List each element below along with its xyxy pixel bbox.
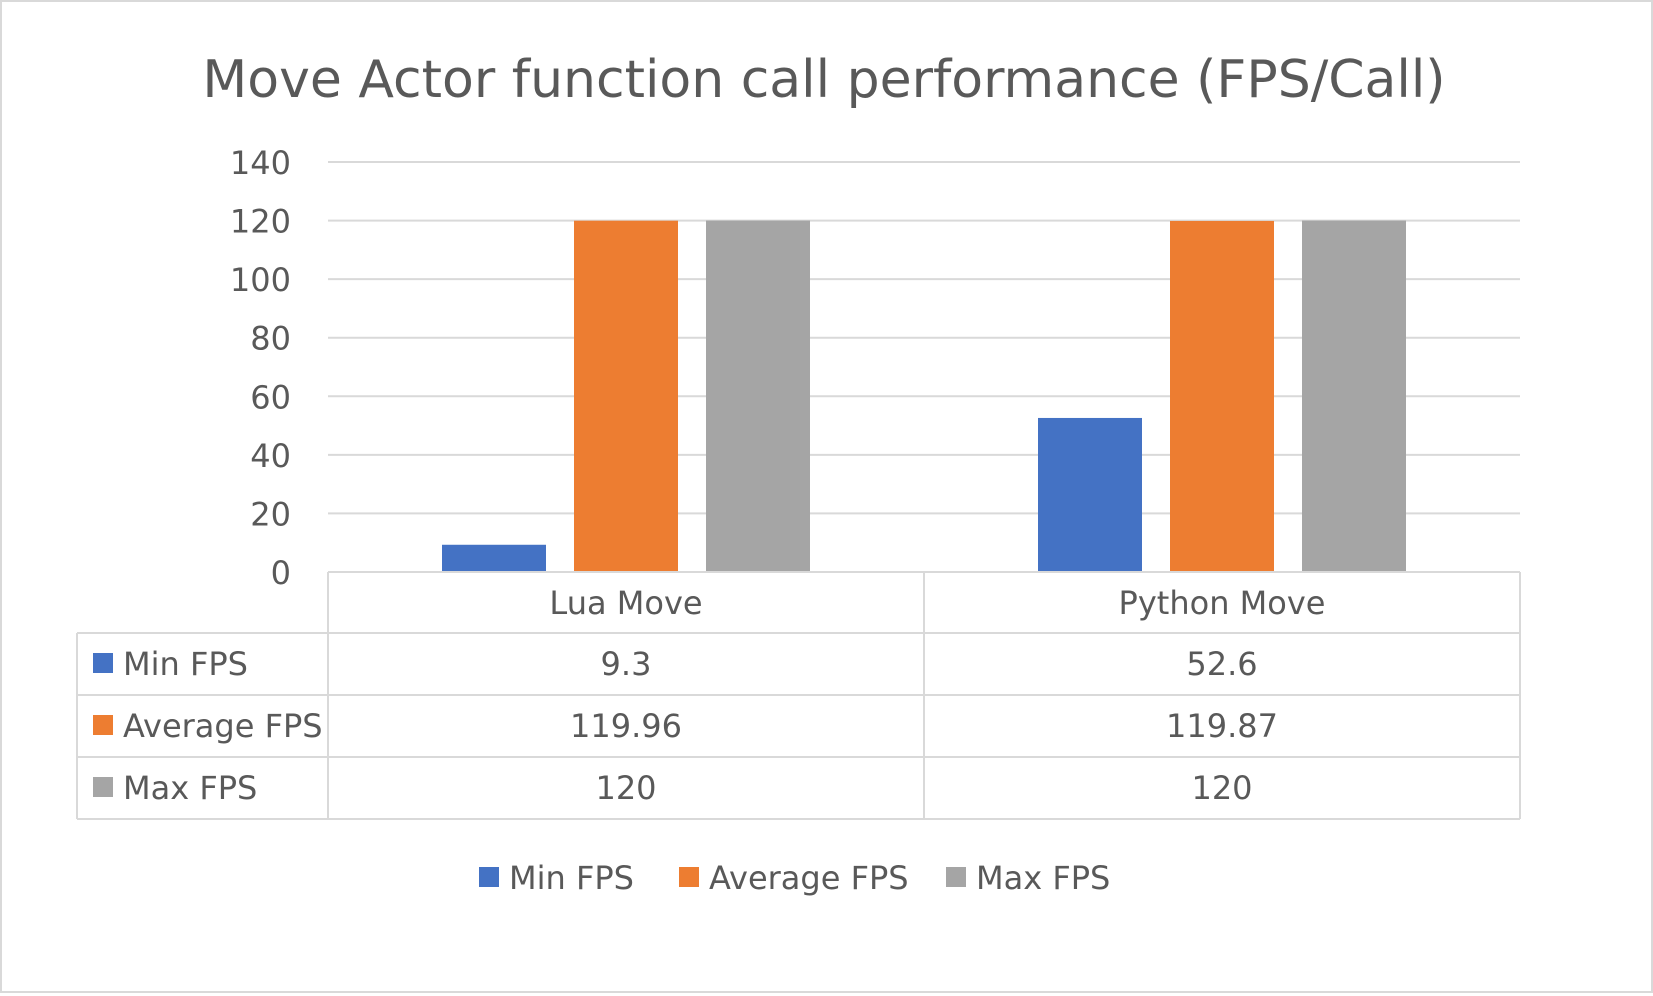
x-category-label: Python Move bbox=[1119, 584, 1326, 622]
bar bbox=[1170, 220, 1274, 572]
legend-key bbox=[946, 867, 966, 887]
y-tick-label: 120 bbox=[230, 203, 291, 241]
bar bbox=[706, 220, 810, 573]
bar bbox=[1038, 417, 1142, 572]
legend-key bbox=[679, 867, 699, 887]
bars bbox=[442, 220, 1406, 573]
y-axis-tick-labels: 0 20 40 60 80 100 120 140 bbox=[230, 144, 291, 592]
table-series-name: Max FPS bbox=[123, 769, 257, 807]
legend-label: Average FPS bbox=[709, 859, 909, 897]
table-legend-key bbox=[93, 777, 113, 797]
table-value: 119.96 bbox=[570, 707, 682, 745]
table-value: 9.3 bbox=[601, 645, 652, 683]
legend-label: Min FPS bbox=[509, 859, 634, 897]
y-tick-label: 20 bbox=[250, 495, 291, 533]
y-tick-label: 0 bbox=[271, 554, 291, 592]
y-tick-label: 80 bbox=[250, 320, 291, 358]
bar bbox=[574, 220, 678, 572]
table-value: 120 bbox=[1191, 769, 1252, 807]
legend: Min FPS Average FPS Max FPS bbox=[479, 859, 1110, 897]
bar bbox=[442, 544, 546, 572]
y-tick-label: 140 bbox=[230, 144, 291, 182]
y-tick-label: 100 bbox=[230, 261, 291, 299]
y-tick-label: 40 bbox=[250, 437, 291, 475]
legend-label: Max FPS bbox=[976, 859, 1110, 897]
table-legend-key bbox=[93, 715, 113, 735]
gridlines bbox=[328, 161, 1520, 515]
table-series-name: Average FPS bbox=[123, 707, 323, 745]
bar bbox=[1302, 220, 1406, 573]
table-value: 120 bbox=[595, 769, 656, 807]
y-tick-label: 60 bbox=[250, 378, 291, 416]
x-category-label: Lua Move bbox=[549, 584, 702, 622]
table-value: 52.6 bbox=[1186, 645, 1257, 683]
table-value: 119.87 bbox=[1166, 707, 1278, 745]
table-legend-key bbox=[93, 653, 113, 673]
table-series-name: Min FPS bbox=[123, 645, 248, 683]
chart-title: Move Actor function call performance (FP… bbox=[202, 50, 1445, 110]
legend-key bbox=[479, 867, 499, 887]
data-table: Lua Move Python Move Min FPS 9.3 52.6 Average… bbox=[76, 571, 1521, 820]
